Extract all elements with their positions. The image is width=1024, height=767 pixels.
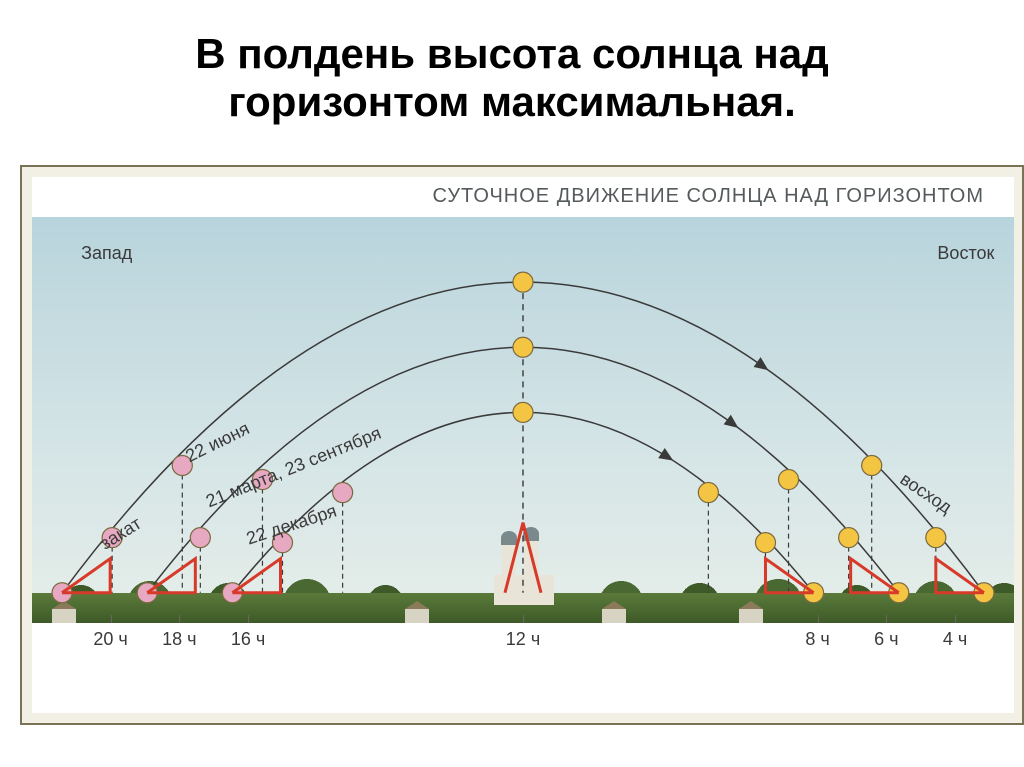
time-tick bbox=[523, 615, 524, 623]
time-label: 12 ч bbox=[506, 629, 540, 650]
diagram-inner: СУТОЧНОЕ ДВИЖЕНИЕ СОЛНЦА НАД ГОРИЗОНТОМ … bbox=[32, 177, 1014, 713]
diagram-frame: СУТОЧНОЕ ДВИЖЕНИЕ СОЛНЦА НАД ГОРИЗОНТОМ … bbox=[20, 165, 1024, 725]
time-tick bbox=[248, 615, 249, 623]
time-tick bbox=[886, 615, 887, 623]
time-tick bbox=[955, 615, 956, 623]
time-label: 18 ч bbox=[162, 629, 196, 650]
time-tick bbox=[818, 615, 819, 623]
sun-paths-svg bbox=[32, 217, 1014, 626]
time-label: 16 ч bbox=[231, 629, 265, 650]
title-line1: В полдень высота солнца над bbox=[40, 30, 984, 78]
time-label: 4 ч bbox=[943, 629, 967, 650]
time-label: 6 ч bbox=[874, 629, 898, 650]
time-tick bbox=[111, 615, 112, 623]
east-label: Восток bbox=[937, 243, 994, 264]
west-label: Запад bbox=[81, 243, 132, 264]
diagram-subtitle: СУТОЧНОЕ ДВИЖЕНИЕ СОЛНЦА НАД ГОРИЗОНТОМ bbox=[433, 185, 984, 208]
page-title: В полдень высота солнца над горизонтом м… bbox=[0, 0, 1024, 136]
time-label: 8 ч bbox=[805, 629, 829, 650]
time-label: 20 ч bbox=[93, 629, 127, 650]
title-line2: горизонтом максимальная. bbox=[40, 78, 984, 126]
time-tick bbox=[179, 615, 180, 623]
time-axis: 20 ч 18 ч 16 ч 12 ч 8 ч 6 ч 4 ч bbox=[32, 623, 1014, 663]
